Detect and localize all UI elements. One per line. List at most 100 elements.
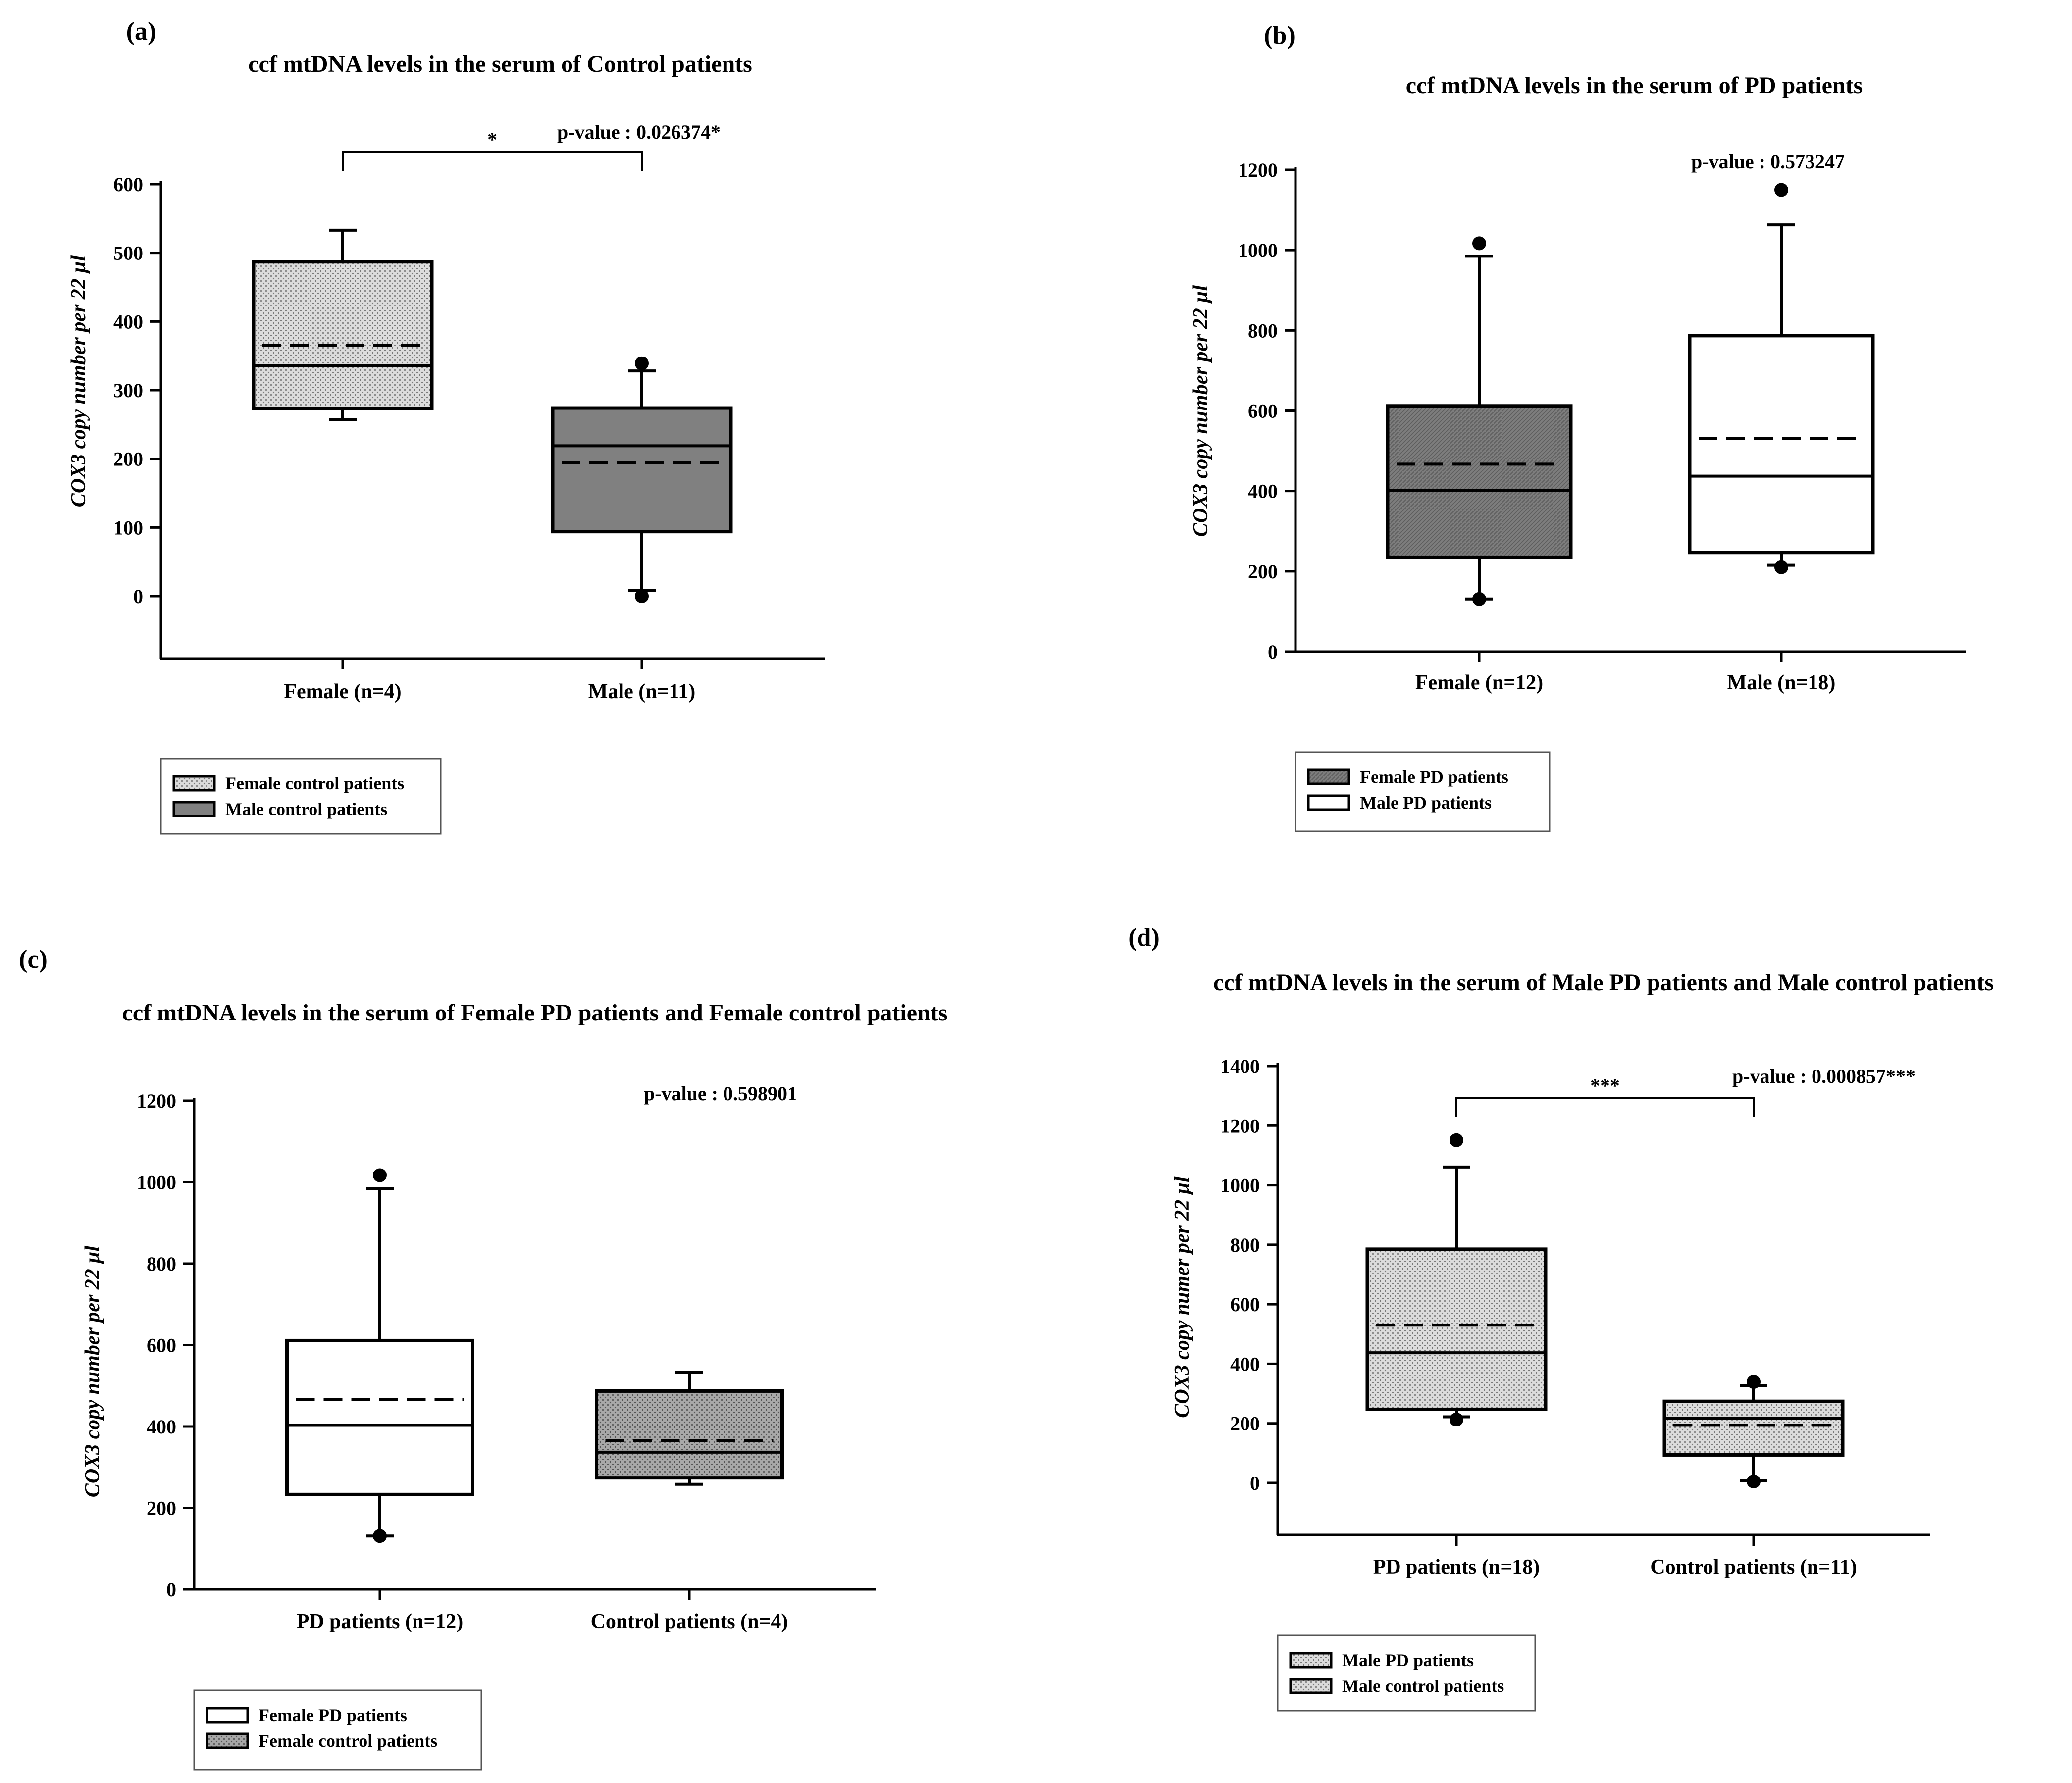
outlier-point	[1450, 1412, 1463, 1426]
significance-marker: ***	[1590, 1074, 1620, 1097]
y-tick-label: 0	[1250, 1472, 1260, 1494]
panel-d: (d) ccf mtDNA levels in the serum of Male…	[1128, 923, 1994, 1712]
y-tick-label: 400	[1248, 480, 1278, 503]
legend: Female PD patients Male PD patients	[1295, 751, 1551, 832]
y-axis-label: COX3 copy number per 22 µl	[1190, 285, 1212, 537]
legend: Male PD patients Male control patients	[1277, 1634, 1536, 1712]
legend-swatch	[1289, 1678, 1333, 1694]
p-value: p-value : 0.000857***	[1732, 1065, 1916, 1087]
chart-title: ccf mtDNA levels in the serum of Control…	[248, 51, 752, 77]
y-tick-label: 600	[1230, 1293, 1260, 1316]
legend-frame	[160, 758, 442, 835]
y-tick-label: 1200	[1220, 1115, 1260, 1137]
y-tick-label: 0	[1268, 641, 1278, 663]
y-tick-label: 500	[113, 242, 143, 264]
y-tick-label: 1200	[137, 1090, 176, 1112]
y-tick-label: 200	[113, 448, 143, 470]
box-iqr	[595, 1389, 784, 1480]
legend-label: Male PD patients	[1360, 793, 1492, 813]
y-tick-label: 1000	[1238, 239, 1278, 261]
legend-frame	[1295, 751, 1551, 832]
y-tick-label: 600	[147, 1334, 176, 1357]
legend-label: Female control patients	[259, 1731, 437, 1751]
box-2	[551, 356, 733, 603]
legend-label: Male control patients	[1342, 1676, 1504, 1696]
y-tick-label: 400	[147, 1416, 176, 1438]
box-iqr	[1662, 1399, 1845, 1457]
legend-label: Female PD patients	[259, 1705, 407, 1725]
p-value: p-value : 0.573247	[1691, 151, 1845, 173]
y-axis-label: COX3 copy numer per 22 µl	[1171, 1176, 1193, 1418]
box-1	[1365, 1133, 1548, 1426]
legend-frame	[1277, 1634, 1536, 1712]
y-axis-label: COX3 copy number per 22 µl	[67, 255, 90, 507]
box-2	[595, 1371, 784, 1486]
outlier-point	[1747, 1375, 1761, 1389]
legend-swatch	[206, 1732, 249, 1749]
significance-bracket	[342, 151, 643, 171]
y-tick-label: 400	[113, 310, 143, 333]
box-iqr	[285, 1338, 474, 1496]
x-tick-label: PD patients (n=12)	[297, 1610, 464, 1633]
legend-swatch	[1307, 768, 1350, 785]
y-tick-label: 100	[113, 516, 143, 539]
panel-c: (c) ccf mtDNA levels in the serum of Fema…	[19, 945, 948, 1771]
x-tick-label: Male (n=18)	[1727, 671, 1836, 694]
y-axis-label: COX3 copy number per 22 µl	[81, 1245, 104, 1497]
x-tick-label: PD patients (n=18)	[1373, 1556, 1540, 1579]
x-tick-label: Control patients (n=11)	[1650, 1556, 1857, 1579]
box-iqr	[1688, 334, 1875, 555]
legend-label: Male PD patients	[1342, 1650, 1474, 1670]
legend-label: Female PD patients	[1360, 767, 1508, 787]
y-tick-label: 0	[133, 585, 143, 608]
legend: Female PD patients Female control patient…	[193, 1689, 482, 1771]
significance-bracket	[1455, 1097, 1755, 1117]
y-tick-label: 600	[1248, 400, 1278, 422]
legend-swatch	[172, 775, 216, 792]
panel-label: (b)	[1264, 21, 1295, 50]
outlier-point	[373, 1168, 387, 1182]
legend: Female control patients Male control pati…	[160, 758, 442, 835]
panel-b: (b) ccf mtDNA levels in the serum of PD p…	[1190, 21, 1966, 832]
y-tick-label: 1400	[1220, 1055, 1260, 1077]
box-iqr	[252, 260, 434, 410]
outlier-point	[1472, 236, 1486, 251]
box-iqr	[551, 406, 733, 534]
y-tick-label: 800	[147, 1253, 176, 1275]
y-tick-label: 800	[1230, 1234, 1260, 1256]
box-iqr	[1365, 1247, 1548, 1411]
y-tick-label: 1200	[1238, 159, 1278, 181]
outlier-point	[1472, 592, 1486, 606]
x-tick-label: Female (n=4)	[284, 680, 401, 703]
panel-label: (c)	[19, 945, 48, 973]
legend-swatch	[206, 1707, 249, 1724]
panel-a: (a) ccf mtDNA levels in the serum of Cont…	[67, 17, 825, 835]
chart-title: ccf mtDNA levels in the serum of Female …	[122, 1000, 948, 1026]
outlier-point	[635, 356, 649, 370]
p-value: p-value : 0.026374*	[557, 121, 721, 143]
y-tick-label: 200	[1230, 1413, 1260, 1435]
panel-label: (a)	[126, 17, 156, 46]
y-tick-label: 200	[1248, 560, 1278, 583]
outlier-point	[1450, 1133, 1463, 1147]
box-1	[252, 228, 434, 421]
box-2	[1688, 183, 1875, 574]
chart-title: ccf mtDNA levels in the serum of PD pati…	[1406, 72, 1863, 99]
x-tick-label: Male (n=11)	[588, 680, 695, 703]
box-1	[1386, 236, 1573, 606]
y-tick-label: 600	[113, 173, 143, 196]
outlier-point	[635, 589, 649, 603]
legend-swatch	[172, 801, 216, 817]
box-iqr	[1386, 404, 1573, 559]
outlier-point	[1774, 560, 1788, 574]
y-tick-label: 400	[1230, 1353, 1260, 1375]
y-tick-label: 1000	[137, 1172, 176, 1194]
outlier-point	[1747, 1474, 1761, 1488]
chart-title: ccf mtDNA levels in the serum of Male PD…	[1213, 969, 1994, 996]
legend-swatch	[1289, 1652, 1333, 1669]
y-tick-label: 0	[166, 1579, 176, 1601]
legend-label: Female control patients	[225, 773, 404, 793]
x-tick-label: Control patients (n=4)	[591, 1610, 788, 1633]
y-tick-label: 1000	[1220, 1174, 1260, 1197]
